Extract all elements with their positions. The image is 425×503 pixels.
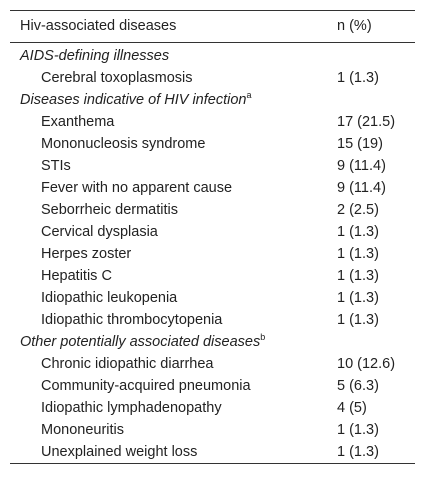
count-cell: 9 (11.4): [337, 180, 386, 196]
table-row: Idiopathic thrombocytopenia 1 (1.3): [10, 309, 415, 331]
header-cell: Hiv-associated diseases: [10, 10, 337, 43]
count-cell: 1 (1.3): [337, 268, 379, 284]
count-cell: 1 (1.3): [337, 246, 379, 262]
section-row: Other potentially associated diseasesb: [10, 331, 415, 353]
table-row: Idiopathic leukopenia 1 (1.3): [10, 287, 415, 309]
section-title: Other potentially associated diseases: [20, 334, 261, 350]
section-cell: AIDS-defining illnesses: [10, 43, 415, 68]
disease-cell: Idiopathic leukopenia: [41, 290, 178, 306]
disease-cell: Mononucleosis syndrome: [41, 136, 206, 152]
header-cell: n (%): [337, 10, 415, 43]
section-title: AIDS-defining illnesses: [20, 48, 170, 64]
count-cell: 1 (1.3): [337, 224, 379, 240]
disease-cell: STIs: [41, 158, 71, 174]
count-cell: 5 (6.3): [337, 378, 379, 394]
disease-cell: Fever with no apparent cause: [41, 180, 233, 196]
disease-cell: Exanthema: [41, 114, 115, 130]
section-title: Diseases indicative of HIV infection: [20, 92, 247, 108]
table-row: Unexplained weight loss 1 (1.3): [10, 441, 415, 464]
section-cell: Other potentially associated diseasesb: [10, 331, 415, 353]
table-body: AIDS-defining illnesses Cerebral toxoplas…: [10, 43, 415, 464]
count-cell: 1 (1.3): [337, 422, 379, 438]
disease-cell: Hepatitis C: [41, 268, 112, 284]
footnote-marker: b: [260, 332, 266, 342]
disease-cell: Mononeuritis: [41, 422, 125, 438]
table: Hiv-associated diseases n (%) AIDS-defin…: [10, 10, 415, 464]
disease-cell: Unexplained weight loss: [10, 441, 337, 464]
table-row: Seborrheic dermatitis 2 (2.5): [10, 199, 415, 221]
disease-cell: Idiopathic thrombocytopenia: [41, 312, 223, 328]
count-cell: 1 (1.3): [337, 441, 415, 464]
footnote-marker: a: [246, 90, 252, 100]
header-row: Hiv-associated diseases n (%): [10, 10, 415, 43]
section-row: Diseases indicative of HIV infectiona: [10, 89, 415, 111]
disease-cell: Herpes zoster: [41, 246, 132, 262]
count-cell: 15 (19): [337, 136, 383, 152]
disease-cell: Seborrheic dermatitis: [41, 202, 178, 218]
table-row: Mononucleosis syndrome 15 (19): [10, 133, 415, 155]
count-cell: 1 (1.3): [337, 312, 379, 328]
count-cell: 4 (5): [337, 400, 367, 416]
table-row: Cerebral toxoplasmosis 1 (1.3): [10, 67, 415, 89]
count-cell: 17 (21.5): [337, 114, 396, 130]
table-row: Chronic idiopathic diarrhea 10 (12.6): [10, 353, 415, 375]
section-row: AIDS-defining illnesses: [10, 43, 415, 68]
count-cell: 9 (11.4): [337, 158, 386, 174]
table-header: Hiv-associated diseases n (%): [10, 10, 415, 43]
count-cell: 10 (12.6): [337, 356, 396, 372]
table-row: Community-acquired pneumonia 5 (6.3): [10, 375, 415, 397]
table-row: Idiopathic lymphadenopathy 4 (5): [10, 397, 415, 419]
disease-cell: Cerebral toxoplasmosis: [41, 70, 193, 86]
disease-cell: Chronic idiopathic diarrhea: [41, 356, 214, 372]
disease-cell: Idiopathic lymphadenopathy: [41, 400, 222, 416]
table-row: Exanthema 17 (21.5): [10, 111, 415, 133]
table-row: Fever with no apparent cause 9 (11.4): [10, 177, 415, 199]
section-cell: Diseases indicative of HIV infectiona: [10, 89, 415, 111]
table-row: Herpes zoster 1 (1.3): [10, 243, 415, 265]
table-row: STIs 9 (11.4): [10, 155, 415, 177]
count-cell: 1 (1.3): [337, 70, 379, 86]
disease-cell: Community-acquired pneumonia: [41, 378, 251, 394]
count-cell: 2 (2.5): [337, 202, 379, 218]
table-row: Cervical dysplasia 1 (1.3): [10, 221, 415, 243]
count-cell: 1 (1.3): [337, 290, 379, 306]
disease-cell: Cervical dysplasia: [41, 224, 158, 240]
table-row: Hepatitis C 1 (1.3): [10, 265, 415, 287]
table-row: Mononeuritis 1 (1.3): [10, 419, 415, 441]
